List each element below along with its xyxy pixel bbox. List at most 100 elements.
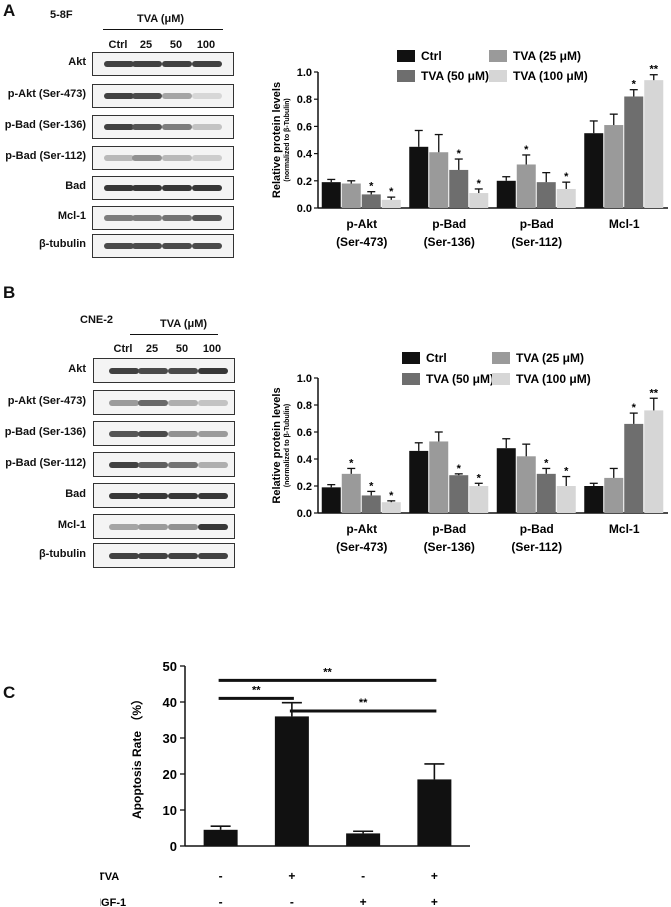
blot-band [104,93,134,99]
blot-band [138,552,168,559]
significance-label: ** [252,684,261,696]
x-category-label: (Ser-112) [511,540,562,554]
legend-swatch [402,352,420,364]
y-tick-label: 1.0 [297,67,312,79]
blot-band [168,523,198,530]
blot-band [104,124,134,130]
bar [346,833,381,846]
condition-sign: + [288,869,295,883]
bar [516,456,536,513]
y-tick-label: 0.4 [297,454,313,466]
y-axis-label: Relative protein levels [271,82,283,198]
blot-band [109,399,139,406]
blot-band [132,155,162,161]
blot-band [168,399,198,406]
x-category-label: Mcl-1 [609,522,640,536]
significance-mark: * [389,186,394,198]
blot-strip [92,176,234,200]
blot-row-label: p-Bad (Ser-112) [5,456,86,469]
bar [429,441,449,513]
bar [321,182,341,208]
legend-label: TVA (50 μM) [426,372,494,386]
significance-mark: * [349,457,354,469]
y-tick-label: 0.6 [297,427,312,439]
blot-band [198,492,228,499]
bar [584,133,604,208]
legend-swatch [489,50,507,62]
lane-label: Ctrl [108,39,128,51]
lane-label: 25 [139,39,153,51]
blot-band [198,367,228,374]
blot-band [198,461,228,468]
condition-sign: - [219,895,223,907]
blot-band [168,552,198,559]
significance-mark: * [389,490,394,502]
blot-row-label: Mcl-1 [57,518,86,531]
blot-band [162,185,192,191]
blot-band [192,61,222,67]
blot-strip [93,390,235,415]
blot-band [109,430,139,437]
significance-mark: ** [649,64,658,76]
legend-label: Ctrl [426,351,447,365]
lane-label: Ctrl [113,343,133,355]
lane-label: 100 [202,343,222,355]
significance-mark: * [369,480,374,492]
bar [624,96,644,208]
y-tick-label: 20 [163,767,177,782]
condition-sign: - [361,869,365,883]
blot-band [132,124,162,130]
significance-mark: * [369,181,374,193]
blot-row-label: β-tubulin [38,547,86,560]
y-tick-label: 0.8 [297,94,312,106]
blot-row-label: p-Akt (Ser-473) [7,88,86,100]
condition-sign: + [431,869,438,883]
condition-sign: + [360,895,367,907]
blot-band [192,243,222,249]
blot-band [162,215,192,221]
y-tick-label: 0.6 [297,121,312,133]
y-axis-sublabel: (normalized to β-Tubulin) [284,404,291,487]
blot-band [162,243,192,249]
y-tick-label: 0.2 [297,176,312,188]
legend-label: TVA (50 μM) [421,69,489,83]
y-tick-label: 0.2 [297,481,312,493]
legend-label: TVA (100 μM) [513,69,588,83]
blot-band [168,430,198,437]
blot-band [168,367,198,374]
bar [417,779,452,846]
blot-strip [92,84,234,108]
bar [644,410,664,513]
bar [584,486,604,513]
blot-row-label: p-Bad (Ser-136) [4,119,86,131]
blot-band [138,399,168,406]
bar [536,182,556,208]
legend-swatch [492,373,510,385]
y-tick-label: 0 [170,839,177,854]
lane-label: 100 [196,39,216,51]
y-tick-label: 0.0 [297,203,312,215]
condition-sign: + [431,895,438,907]
blot-strip [93,514,235,539]
significance-mark: * [564,466,569,478]
blot-band [198,523,228,530]
blot-band [132,243,162,249]
legend-label: TVA (25 μM) [516,351,584,365]
blot-row-label: β-tubulin [38,238,86,250]
blot-band [192,93,222,99]
legend-swatch [397,70,415,82]
lane-label: 25 [145,343,159,355]
y-tick-label: 40 [163,695,177,710]
bar-chart-b: 0.0 0.2 0.4 0.6 0.8 1.0 Relative protein level… [271,351,668,554]
blot-row-label: Bad [65,487,86,500]
y-axis-label: Apoptosis Rate （%） [129,693,144,819]
blot-strip [93,543,235,568]
bar [203,829,238,846]
bar [496,448,516,513]
significance-mark: * [477,178,482,190]
blot-band [192,215,222,221]
bar [341,473,361,513]
bar-chart-a: 0.0 0.2 0.4 0.6 0.8 1.0 Relative protein level… [271,49,668,249]
bar [624,423,644,513]
condition-sign: - [219,869,223,883]
